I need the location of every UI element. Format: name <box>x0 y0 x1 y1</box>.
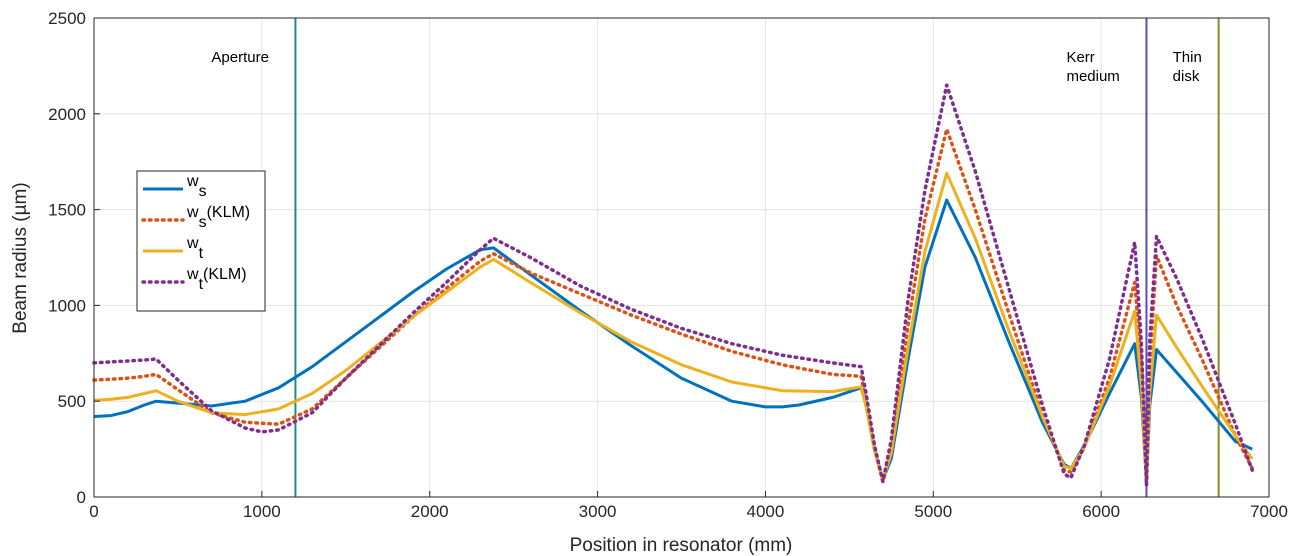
component-label: medium <box>1066 68 1119 85</box>
legend-entry-subscript: s <box>199 214 207 231</box>
y-tick-label: 1500 <box>48 201 86 220</box>
legend-entry-label: ws(KLM) <box>186 204 250 231</box>
legend-entry-base: w <box>186 173 199 190</box>
component-label: disk <box>1173 68 1200 85</box>
x-tick-label: 2000 <box>411 502 449 521</box>
component-label: Kerr <box>1066 49 1094 66</box>
y-tick-label: 0 <box>77 488 86 507</box>
annotations: Aperture Kerr medium Thin disk <box>211 49 1201 85</box>
legend-entry-label: ws <box>186 173 207 200</box>
x-tick-label: 4000 <box>747 502 785 521</box>
series-line-1 <box>93 198 1253 484</box>
plot-background <box>94 18 1269 497</box>
legend-entry-base: w <box>186 266 199 283</box>
y-tick-label: 1000 <box>48 296 86 315</box>
x-axis-ticks: 0 1000 2000 3000 4000 5000 6000 7000 <box>89 491 1288 521</box>
legend-entry-label: wt(KLM) <box>186 266 247 293</box>
x-axis-label: Position in resonator (mm) <box>570 535 793 556</box>
legend-entry-subscript: t <box>199 276 204 293</box>
y-tick-label: 500 <box>58 392 86 411</box>
series-line-4 <box>92 83 1254 488</box>
component-label: Aperture <box>211 49 269 66</box>
y-tick-label: 2000 <box>48 105 86 124</box>
y-axis-ticks: 0 500 1000 1500 2000 2500 <box>48 9 100 507</box>
legend-entry-base: w <box>186 204 199 221</box>
series-line-2 <box>92 127 1254 486</box>
legend-entry-suffix: (KLM) <box>203 266 247 283</box>
x-tick-label: 5000 <box>914 502 952 521</box>
x-tick-label: 7000 <box>1250 502 1288 521</box>
legend-entry-label: wt <box>186 235 204 262</box>
x-tick-label: 1000 <box>243 502 281 521</box>
x-tick-label: 6000 <box>1082 502 1120 521</box>
series-lines <box>92 83 1254 488</box>
legend-box <box>136 170 266 312</box>
grid <box>94 18 1269 497</box>
x-tick-label: 0 <box>89 502 98 521</box>
component-label: Thin <box>1173 49 1202 66</box>
plot-frame <box>93 17 1270 498</box>
legend-entry-base: w <box>186 235 199 252</box>
legend-entry-subscript: t <box>199 245 204 262</box>
legend-entry-subscript: s <box>199 183 207 200</box>
x-tick-label: 3000 <box>579 502 617 521</box>
legend-entry-suffix: (KLM) <box>207 204 251 221</box>
y-tick-label: 2500 <box>48 9 86 28</box>
y-axis-label: Beam radius (µm) <box>10 182 31 333</box>
series-line-3 <box>93 171 1254 485</box>
